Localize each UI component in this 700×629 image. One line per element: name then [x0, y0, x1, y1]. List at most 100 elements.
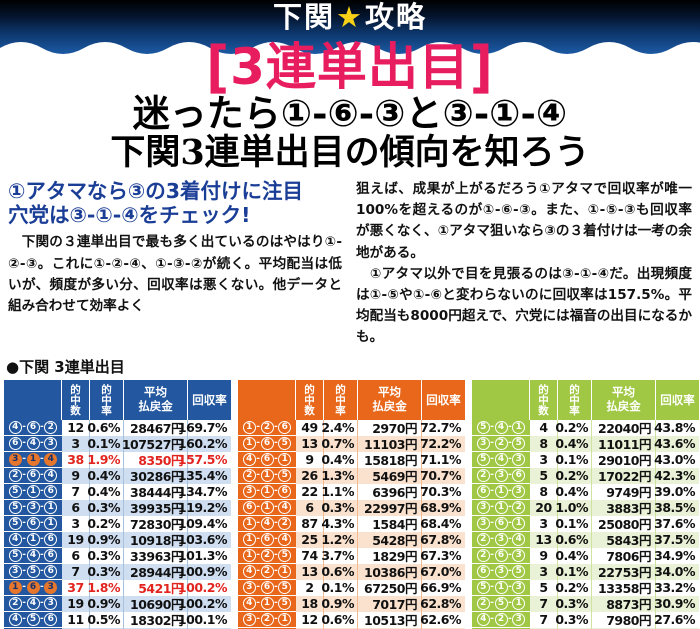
boat-number-circle: 3: [476, 500, 490, 514]
recovery-rate-cell: 38.5%: [654, 500, 695, 516]
combo-badge: 2-6-3: [472, 547, 530, 564]
avg-payout-cell: 10918円: [124, 531, 188, 548]
table-row: 5-4-1 4 0.2% 22040円 43.8%: [472, 419, 699, 436]
recovery-rate-cell: 33.2%: [654, 580, 695, 596]
article-columns: ①アタマなら③の3着付けに注目 穴党は③-①-④をチェック! 下関の３連単出目で最…: [0, 179, 700, 349]
hit-rate-cell: 0.9%: [87, 595, 124, 612]
boat-number-circle: 2: [494, 612, 508, 626]
combo-badge: 3-2-1: [238, 611, 296, 628]
recovery-rate-cell: 34.0%: [654, 564, 695, 580]
boat-number-circle: 3: [242, 484, 256, 498]
hit-rate-cell: 0.3%: [555, 595, 592, 612]
hit-rate-cell: 1.8%: [87, 579, 124, 596]
boat-number-circle: 5: [8, 516, 22, 530]
boat-number-circle: 3: [512, 484, 526, 498]
combo-badge: 4-1-6: [4, 531, 62, 548]
combo-dash: -: [40, 533, 44, 544]
recovery-rate-cell: 100.2%: [177, 580, 228, 596]
recovery-rate-cell: 67.3%: [420, 548, 461, 564]
combo-badge: 3-2-5: [472, 435, 530, 452]
boat-number-circle: 4: [8, 532, 22, 546]
boat-number-circle: 5: [476, 420, 490, 434]
combo-badge: 3-1-4: [4, 451, 62, 468]
combo-dash: -: [256, 581, 260, 592]
table-row: 1-4-2 87 4.3% 1584円 68.4%: [238, 515, 465, 532]
boat-number-circle: 2: [260, 564, 274, 578]
table-row: 1-6-4 25 1.2% 5428円 67.8%: [238, 531, 465, 548]
table-row: 3-1-2 20 1.0% 3883円 38.5%: [472, 499, 699, 516]
boat-number-circle: 5: [512, 436, 526, 450]
hit-rate-cell: 4.3%: [321, 515, 358, 532]
avg-payout-cell: 11011円: [592, 435, 656, 452]
combo-dash: -: [274, 581, 278, 592]
recovery-rate-cell: 37.5%: [654, 532, 695, 548]
hit-count-cell: 13: [296, 563, 324, 580]
recovery-rate-cell: 72.2%: [420, 436, 461, 452]
recovery-rate-cell: 100.9%: [177, 564, 228, 580]
boat-number-circle: 6: [26, 420, 40, 434]
boat-number-circle: 6: [260, 532, 274, 546]
avg-payout-cell: 9749円: [592, 483, 656, 500]
bracket-open: [: [206, 34, 231, 100]
boat-number-circle: 1: [242, 548, 256, 562]
combo-badge: 5-4-3: [472, 451, 530, 468]
avg-payout-cell: 67250円: [358, 579, 422, 596]
boat-number-circle: 2: [260, 548, 274, 562]
boat-number-circle: 3: [44, 436, 58, 450]
combo-badge: 4-1-5: [238, 595, 296, 612]
recovery-rate-cell: 39.0%: [654, 484, 695, 500]
boat-number-circle: 4: [494, 452, 508, 466]
recovery-rate-cell: 43.8%: [654, 420, 695, 436]
hit-count-cell: 3: [530, 451, 558, 468]
combo-dash: -: [274, 437, 278, 448]
combo-badge: 2-6-4: [4, 467, 62, 484]
recovery-rate-cell: 68.9%: [420, 500, 461, 516]
avg-payout-cell: 10386円: [358, 563, 422, 580]
hit-count-cell: 13: [296, 435, 324, 452]
recovery-rate-cell: 72.7%: [420, 420, 461, 436]
avg-payout-cell: 33963円: [124, 547, 188, 564]
avg-payout-cell: 5421円: [124, 579, 188, 596]
deme-table-green: 的中数 的中率 平均 払戻金 回収率 5-4-1 4 0.2% 22040円 43.8% 3-2-…: [472, 379, 699, 629]
hit-rate-cell: 1.0%: [555, 499, 592, 516]
recovery-rate-cell: 27.6%: [654, 612, 695, 628]
header-corner-cell: [472, 379, 530, 420]
table-row: 5-1-6 7 0.4% 38444円 134.7%: [4, 483, 231, 500]
recovery-rate-cell: 101.3%: [177, 548, 228, 564]
combo-dash: -: [274, 549, 278, 560]
boat-number-circle: 2: [494, 436, 508, 450]
table-row: 2-5-1 7 0.3% 8873円 30.9%: [472, 595, 699, 612]
avg-payout-cell: 38444円: [124, 483, 188, 500]
column-header: 的中率: [324, 379, 358, 420]
combo-badge: 3-5-6: [4, 563, 62, 580]
hit-rate-cell: 0.6%: [87, 419, 124, 436]
hit-count-cell: 6: [296, 499, 324, 516]
hit-count-cell: 5: [530, 579, 558, 596]
combo-dash: -: [40, 485, 44, 496]
combo-badge: 2-1-5: [238, 467, 296, 484]
column-header: 的中数: [62, 379, 90, 420]
boat-number-circle: 3: [242, 580, 256, 594]
hit-rate-cell: 0.9%: [321, 595, 358, 612]
wave-border-decoration: [0, 42, 700, 55]
boat-number-circle: 1: [242, 420, 256, 434]
hit-count-cell: 11: [62, 611, 90, 628]
combo-dash: -: [274, 469, 278, 480]
table-row: 3-2-5 8 0.4% 11011円 43.6%: [472, 435, 699, 452]
recovery-rate-cell: 68.4%: [420, 516, 461, 532]
hit-count-cell: 25: [296, 531, 324, 548]
combo-dash: -: [274, 453, 278, 464]
hit-rate-cell: 0.1%: [555, 563, 592, 580]
hit-count-cell: 7: [62, 563, 90, 580]
boat-number-circle: 4: [242, 452, 256, 466]
combo-dash: -: [22, 421, 26, 432]
recovery-rate-cell: 67.8%: [420, 532, 461, 548]
hit-count-cell: 13: [530, 531, 558, 548]
combo-dash: -: [490, 565, 494, 576]
recovery-rate-cell: 169.7%: [177, 420, 228, 436]
recovery-rate-cell: 70.7%: [420, 468, 461, 484]
combo-dash: -: [274, 533, 278, 544]
table-row: 3-2-1 12 0.6% 10513円 62.6%: [238, 611, 465, 628]
combo-badge: 5-4-1: [472, 419, 530, 436]
combo-dash: -: [22, 565, 26, 576]
